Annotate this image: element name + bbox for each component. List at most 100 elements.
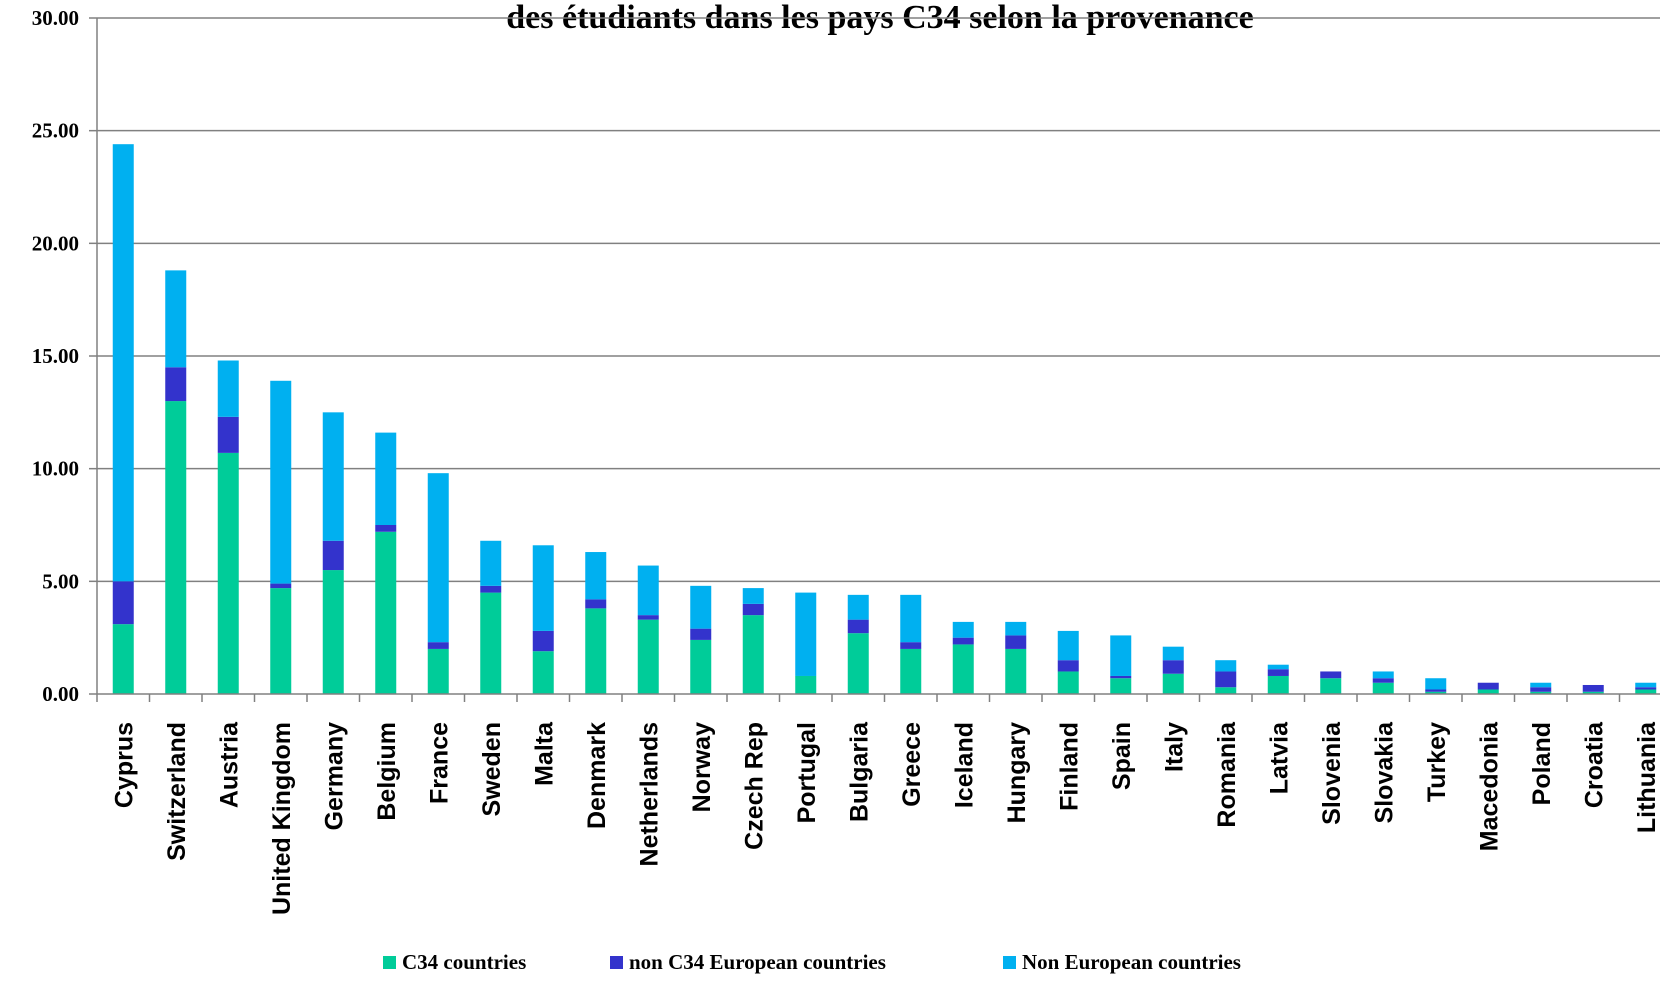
bar-greece-series-1 [900,642,922,649]
y-tick-label: 20.00 [32,231,79,255]
bar-belgium-series-0 [375,531,397,694]
x-tick-label: Poland [1528,722,1556,805]
x-tick-label: Netherlands [635,722,663,866]
bar-latvia-series-0 [1267,675,1289,694]
legend: C34 countries non C34 European countries N… [383,950,1241,974]
bar-italy-series-0 [1162,673,1184,694]
bar-denmark-series-2 [585,552,607,600]
bar-italy-series-2 [1162,646,1184,661]
bar-netherlands-series-0 [637,619,659,694]
bar-united-kingdom-series-2 [270,380,292,584]
bar-portugal-series-0 [795,675,817,694]
legend-swatch [1003,956,1016,969]
x-tick-label: Czech Rep [740,722,768,850]
bar-poland-series-2 [1530,682,1552,688]
bar-france-series-0 [427,648,449,694]
x-tick-label: Slovenia [1318,721,1346,825]
x-tick-label: Spain [1108,722,1136,790]
bar-spain-series-0 [1110,678,1132,694]
x-tick-label: Lithuania [1633,721,1660,833]
bar-lithuania-series-2 [1635,682,1657,688]
y-tick-labels: 0.00 5.00 10.00 15.00 20.00 25.00 30.00 [32,6,79,706]
bar-turkey-series-2 [1425,678,1447,690]
bar-austria-series-0 [217,452,239,694]
bar-portugal-series-2 [795,592,817,676]
bar-denmark-series-1 [585,599,607,609]
bar-germany-series-1 [322,540,344,571]
bar-turkey-series-1 [1425,689,1447,692]
bar-romania-series-1 [1215,671,1237,688]
x-tick-label: Malta [530,721,558,786]
x-tick-label: Greece [898,722,926,807]
x-tick-label: Italy [1160,722,1188,772]
bar-united-kingdom-series-1 [270,583,292,589]
bar-poland-series-0 [1530,691,1552,694]
legend-swatch [610,956,623,969]
bar-cyprus-series-0 [112,624,134,694]
x-tick-label: Austria [215,721,243,808]
x-tick-labels: Cyprus Switzerland Austria United Kingdom Ge… [110,721,1660,915]
bar-finland-series-0 [1057,671,1079,694]
bar-netherlands-series-1 [637,615,659,620]
bar-malta-series-0 [532,651,554,694]
legend-label: C34 countries [402,950,526,974]
bar-france-series-2 [427,473,449,643]
x-tick-label: Romania [1213,721,1241,828]
bar-iceland-series-2 [952,621,974,638]
bar-croatia-series-0 [1582,691,1604,694]
bar-switzerland-series-2 [165,270,187,368]
bar-belgium-series-2 [375,432,397,525]
bar-macedonia-series-1 [1477,682,1499,690]
y-tick-label: 15.00 [32,344,79,368]
bar-latvia-series-2 [1267,664,1289,670]
x-tick-label: Portugal [793,722,821,823]
bar-greece-series-0 [900,648,922,694]
x-tick-label: Germany [320,722,348,830]
bar-hungary-series-1 [1005,635,1027,649]
x-tick-label: Iceland [950,722,978,808]
x-tick-label: Slovakia [1370,721,1398,824]
bar-sweden-series-2 [480,540,502,586]
bar-iceland-series-1 [952,637,974,645]
bar-denmark-series-0 [585,608,607,694]
bar-spain-series-2 [1110,635,1132,676]
bar-iceland-series-0 [952,644,974,694]
bar-cyprus-series-2 [112,144,134,582]
bar-croatia-series-1 [1582,684,1604,692]
bar-czech-rep-series-0 [742,615,764,694]
bar-germany-series-2 [322,412,344,541]
bar-slovakia-series-2 [1372,671,1394,679]
bar-spain-series-1 [1110,675,1132,679]
bar-switzerland-series-0 [165,401,187,694]
y-tick-label: 30.00 [32,6,79,30]
bar-malta-series-1 [532,630,554,652]
bar-bulgaria-series-2 [847,594,869,620]
bar-lithuania-series-0 [1635,689,1657,694]
bars [112,144,1657,694]
bar-romania-series-2 [1215,660,1237,672]
bar-norway-series-1 [690,628,712,640]
bar-lithuania-series-1 [1635,687,1657,690]
bar-italy-series-1 [1162,660,1184,674]
y-tick-label: 0.00 [42,682,79,706]
bar-poland-series-1 [1530,687,1552,692]
y-tick-label: 10.00 [32,457,79,481]
bar-latvia-series-1 [1267,669,1289,676]
bar-sweden-series-0 [480,592,502,694]
bar-norway-series-0 [690,639,712,694]
x-tick-label: Belgium [373,722,401,821]
x-tick-label: Norway [688,722,716,812]
x-tick-label: Croatia [1580,721,1608,808]
bar-greece-series-2 [900,594,922,643]
legend-swatch [383,956,396,969]
bar-united-kingdom-series-0 [270,588,292,694]
grid [97,17,1660,583]
legend-label: non C34 European countries [629,950,886,974]
bar-finland-series-1 [1057,660,1079,672]
x-tick-label: Bulgaria [845,721,873,822]
x-tick-label: Turkey [1423,722,1451,802]
axes [89,17,1660,702]
bar-austria-series-2 [217,360,239,417]
